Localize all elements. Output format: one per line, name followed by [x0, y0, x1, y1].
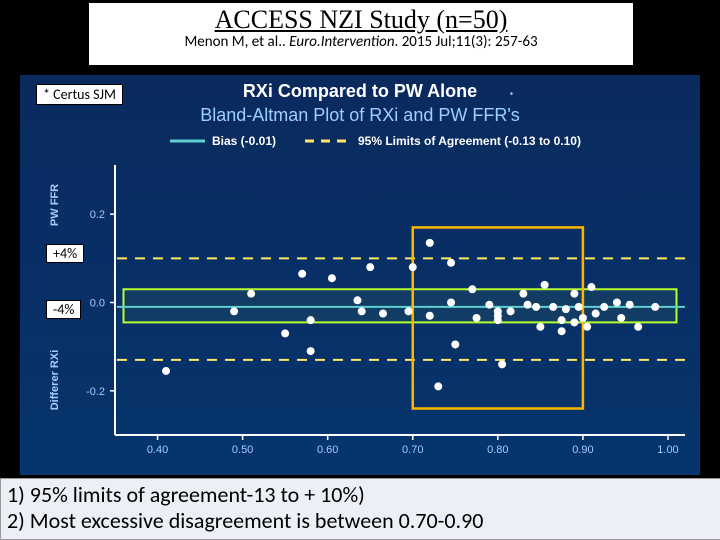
plus4-label: +4% [46, 244, 84, 263]
svg-text:0.50: 0.50 [232, 444, 253, 456]
cite-prefix: Menon M, et al.. [184, 33, 289, 51]
svg-text:Differer RXi: Differer RXi [49, 350, 61, 411]
minus4-label: -4% [46, 300, 81, 319]
title-box: ACCESS NZI Study (n=50) Menon M, et al..… [88, 2, 634, 66]
svg-text:-0.2: -0.2 [86, 386, 105, 398]
svg-text:0.60: 0.60 [317, 444, 338, 456]
svg-text:*: * [509, 89, 514, 102]
svg-text:PW FFR: PW FFR [49, 184, 61, 226]
cite-journal: Euro.Intervention [289, 33, 394, 51]
svg-text:0.2: 0.2 [90, 209, 105, 221]
bland-altman-chart: RXi Compared to PW Alone * Bland-Altman Pl… [20, 75, 700, 475]
slide-title: ACCESS NZI Study (n=50) [89, 5, 633, 35]
svg-text:Bland-Altman Plot of RXi and P: Bland-Altman Plot of RXi and PW FFR's [200, 105, 520, 125]
slide-citation: Menon M, et al.. Euro.Intervention. 2015… [89, 33, 633, 51]
svg-text:RXi Compared to PW Alone: RXi Compared to PW Alone [243, 81, 477, 101]
svg-text:1.00: 1.00 [657, 444, 678, 456]
svg-text:0.40: 0.40 [147, 444, 168, 456]
svg-text:0.0: 0.0 [90, 298, 105, 310]
svg-text:0.70: 0.70 [402, 444, 423, 456]
footer-line-1: 1) 95% limits of agreement-13 to + 10%) [7, 482, 720, 507]
cite-suffix: . 2015 Jul;11(3): 257-63 [395, 33, 538, 51]
certus-note: * Certus SJM [36, 84, 123, 105]
svg-text:Bias (-0.01): Bias (-0.01) [212, 134, 276, 148]
svg-text:95% Limits of Agreement (-0.13: 95% Limits of Agreement (-0.13 to 0.10) [358, 134, 581, 148]
svg-text:0.80: 0.80 [487, 444, 508, 456]
footer-line-2: 2) Most excessive disagreement is betwee… [7, 508, 720, 533]
slide-root: RXi Compared to PW Alone * Bland-Altman Pl… [0, 0, 720, 540]
footer-box: 1) 95% limits of agreement-13 to + 10%) … [0, 478, 720, 540]
svg-text:0.90: 0.90 [572, 444, 593, 456]
